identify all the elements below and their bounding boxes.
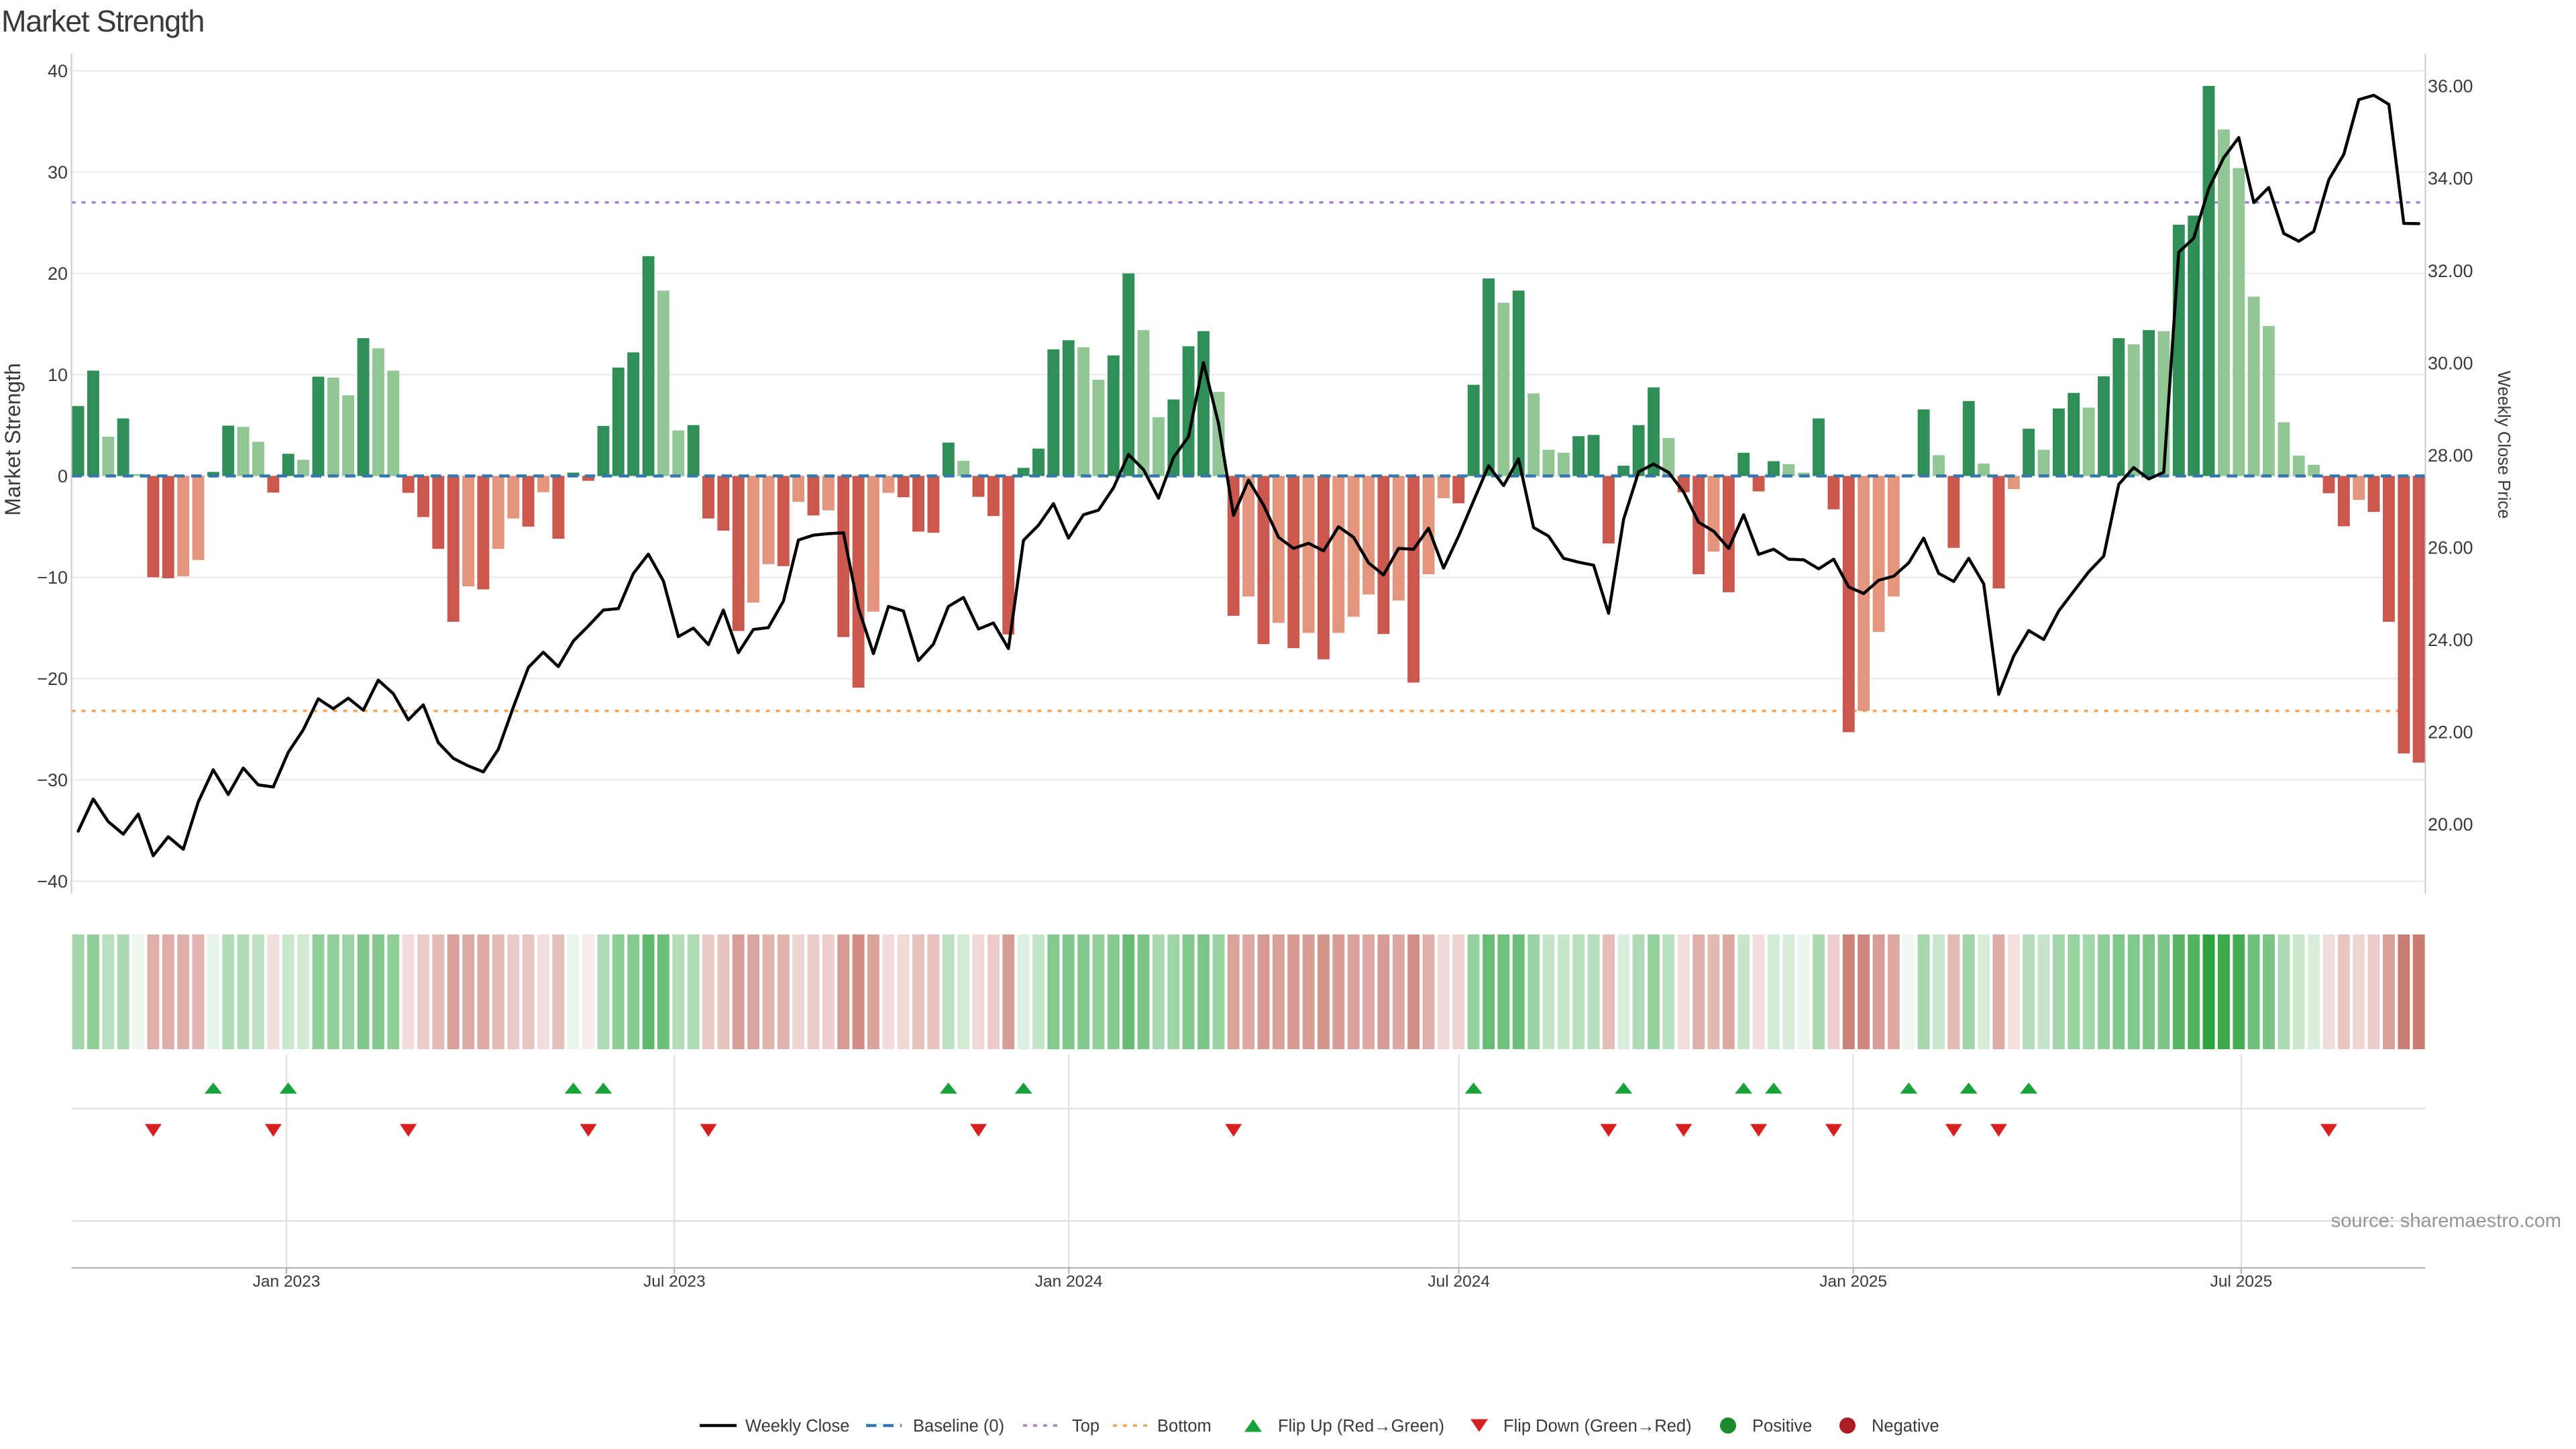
svg-text:source: sharemaestro.com: source: sharemaestro.com (2331, 1210, 2561, 1232)
svg-text:10: 10 (48, 365, 68, 385)
svg-text:26.00: 26.00 (2428, 538, 2473, 558)
svg-text:Market Strength: Market Strength (1, 4, 204, 38)
svg-text:28.00: 28.00 (2428, 445, 2473, 466)
svg-text:−30: −30 (37, 770, 68, 790)
svg-text:22.00: 22.00 (2428, 722, 2473, 743)
svg-text:Weekly Close: Weekly Close (745, 1417, 849, 1436)
svg-text:Positive: Positive (1752, 1417, 1812, 1436)
svg-text:30.00: 30.00 (2428, 353, 2473, 373)
svg-text:34.00: 34.00 (2428, 168, 2473, 189)
svg-text:Negative: Negative (1872, 1417, 1939, 1436)
svg-text:−40: −40 (37, 871, 68, 892)
svg-text:Bottom: Bottom (1157, 1417, 1212, 1436)
svg-text:Jul 2024: Jul 2024 (1428, 1273, 1490, 1291)
svg-text:20.00: 20.00 (2428, 814, 2473, 835)
svg-text:Jul 2025: Jul 2025 (2210, 1273, 2273, 1291)
svg-text:−20: −20 (37, 669, 68, 689)
svg-text:20: 20 (48, 264, 68, 284)
svg-text:−10: −10 (37, 568, 68, 588)
svg-text:30: 30 (48, 162, 68, 182)
svg-text:Flip Up (Red→Green): Flip Up (Red→Green) (1278, 1417, 1444, 1436)
svg-text:Flip Down (Green→Red): Flip Down (Green→Red) (1503, 1417, 1692, 1436)
svg-text:Jan 2024: Jan 2024 (1035, 1273, 1103, 1291)
svg-text:Weekly Close Price: Weekly Close Price (2494, 371, 2513, 519)
svg-text:Jul 2023: Jul 2023 (643, 1273, 706, 1291)
svg-text:24.00: 24.00 (2428, 630, 2473, 650)
svg-text:36.00: 36.00 (2428, 76, 2473, 97)
svg-text:32.00: 32.00 (2428, 261, 2473, 281)
svg-text:Baseline (0): Baseline (0) (913, 1417, 1004, 1436)
svg-text:Market Strength: Market Strength (1, 363, 25, 516)
svg-text:Jan 2023: Jan 2023 (253, 1273, 321, 1291)
svg-text:0: 0 (58, 466, 68, 486)
svg-text:Jan 2025: Jan 2025 (1819, 1273, 1887, 1291)
svg-text:40: 40 (48, 61, 68, 81)
svg-text:Top: Top (1072, 1417, 1099, 1436)
